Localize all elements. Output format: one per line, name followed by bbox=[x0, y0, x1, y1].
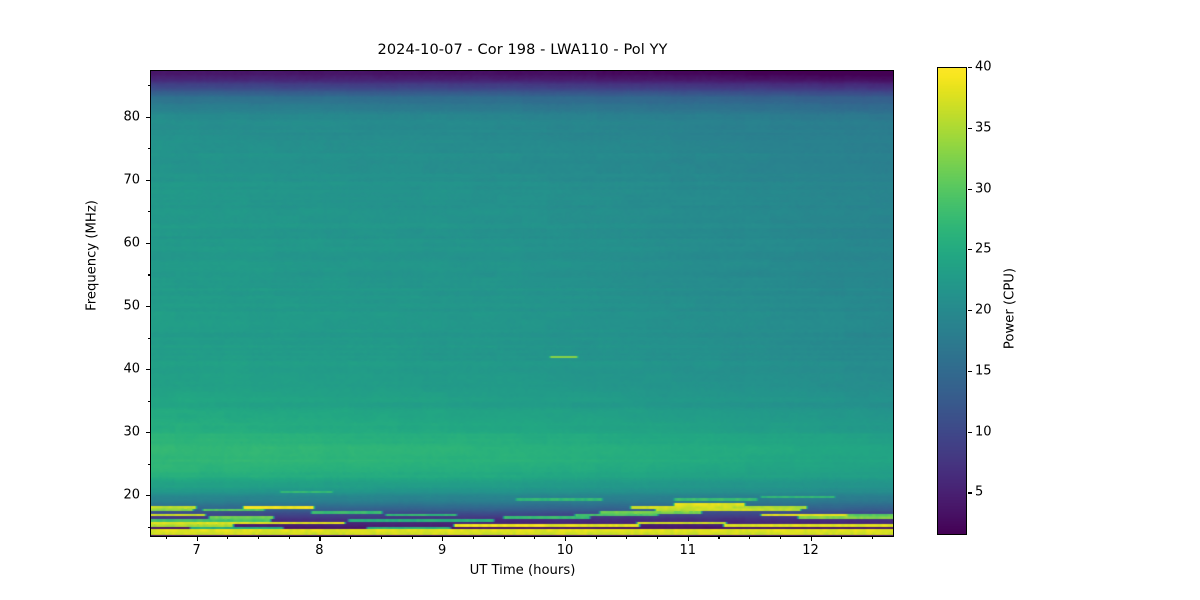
y-tick-label: 80 bbox=[123, 109, 140, 125]
x-minor-tick bbox=[657, 537, 659, 540]
x-minor-tick bbox=[779, 537, 781, 540]
x-major-tick bbox=[442, 537, 444, 541]
x-major-tick bbox=[810, 537, 812, 541]
x-tick-label: 7 bbox=[192, 543, 201, 558]
x-tick-label: 11 bbox=[679, 543, 697, 558]
page-title: 2024-10-07 - Cor 198 - LWA110 - Pol YY bbox=[377, 42, 668, 58]
x-minor-tick bbox=[534, 537, 536, 540]
y-major-tick bbox=[146, 242, 150, 244]
y-major-tick bbox=[146, 179, 150, 181]
x-major-tick bbox=[687, 537, 689, 541]
colorbar-tick-label: 25 bbox=[975, 241, 992, 257]
y-axis-label: Frequency (MHz) bbox=[84, 200, 100, 311]
y-major-tick bbox=[146, 116, 150, 118]
colorbar-tick-label: 5 bbox=[975, 484, 984, 500]
colorbar-tick-label: 10 bbox=[975, 424, 992, 440]
x-tick-label: 10 bbox=[556, 543, 574, 558]
y-minor-tick bbox=[147, 400, 150, 402]
y-major-tick bbox=[146, 369, 150, 371]
x-minor-tick bbox=[350, 537, 352, 540]
x-major-tick bbox=[319, 537, 321, 541]
x-major-tick bbox=[564, 537, 567, 541]
spectrogram-axes bbox=[150, 70, 894, 537]
y-major-tick bbox=[146, 495, 150, 497]
colorbar-tick bbox=[968, 492, 972, 494]
x-minor-tick bbox=[503, 537, 505, 540]
x-minor-tick bbox=[288, 537, 290, 540]
y-minor-tick bbox=[147, 85, 150, 87]
y-tick-label: 20 bbox=[123, 487, 140, 503]
colorbar-label: Power (CPU) bbox=[1002, 267, 1018, 350]
x-tick-label: 8 bbox=[315, 543, 324, 558]
colorbar-tick-label: 30 bbox=[975, 181, 992, 197]
y-major-tick bbox=[146, 432, 150, 434]
y-major-tick bbox=[146, 306, 150, 308]
colorbar-tick bbox=[968, 188, 972, 190]
colorbar-tick-label: 20 bbox=[975, 302, 992, 318]
x-minor-tick bbox=[749, 537, 751, 540]
y-tick-label: 30 bbox=[123, 424, 140, 440]
x-minor-tick bbox=[380, 537, 382, 540]
y-tick-label: 50 bbox=[123, 298, 140, 314]
y-minor-tick bbox=[147, 526, 150, 528]
x-major-tick bbox=[196, 537, 198, 541]
y-minor-tick bbox=[147, 274, 150, 276]
colorbar-tick bbox=[968, 370, 972, 372]
y-minor-tick bbox=[147, 337, 150, 339]
x-minor-tick bbox=[411, 537, 413, 540]
colorbar-tick bbox=[968, 67, 972, 69]
y-tick-label: 60 bbox=[123, 235, 140, 251]
x-minor-tick bbox=[841, 537, 843, 540]
y-minor-tick bbox=[147, 211, 150, 213]
colorbar-tick bbox=[968, 431, 972, 433]
x-minor-tick bbox=[472, 537, 474, 540]
colorbar-tick bbox=[968, 249, 972, 251]
colorbar-tick-label: 15 bbox=[975, 363, 992, 379]
colorbar-tick-label: 40 bbox=[975, 59, 992, 75]
x-minor-tick bbox=[595, 537, 597, 540]
colorbar-gradient bbox=[938, 68, 966, 534]
x-tick-label: 9 bbox=[438, 543, 447, 558]
colorbar bbox=[937, 67, 967, 535]
x-minor-tick bbox=[227, 537, 229, 540]
x-axis-label: UT Time (hours) bbox=[469, 563, 576, 578]
colorbar-tick-label: 35 bbox=[975, 120, 992, 136]
x-tick-label: 12 bbox=[802, 543, 819, 558]
colorbar-tick bbox=[968, 127, 972, 129]
x-minor-tick bbox=[871, 537, 873, 540]
spectrogram-image bbox=[151, 71, 893, 536]
x-minor-tick bbox=[258, 537, 260, 540]
x-minor-tick bbox=[718, 537, 720, 540]
y-minor-tick bbox=[147, 148, 150, 150]
x-minor-tick bbox=[165, 537, 168, 540]
colorbar-tick bbox=[968, 310, 972, 312]
y-tick-label: 40 bbox=[123, 361, 140, 377]
y-minor-tick bbox=[147, 463, 150, 465]
x-minor-tick bbox=[626, 537, 628, 540]
y-tick-label: 70 bbox=[123, 172, 140, 188]
